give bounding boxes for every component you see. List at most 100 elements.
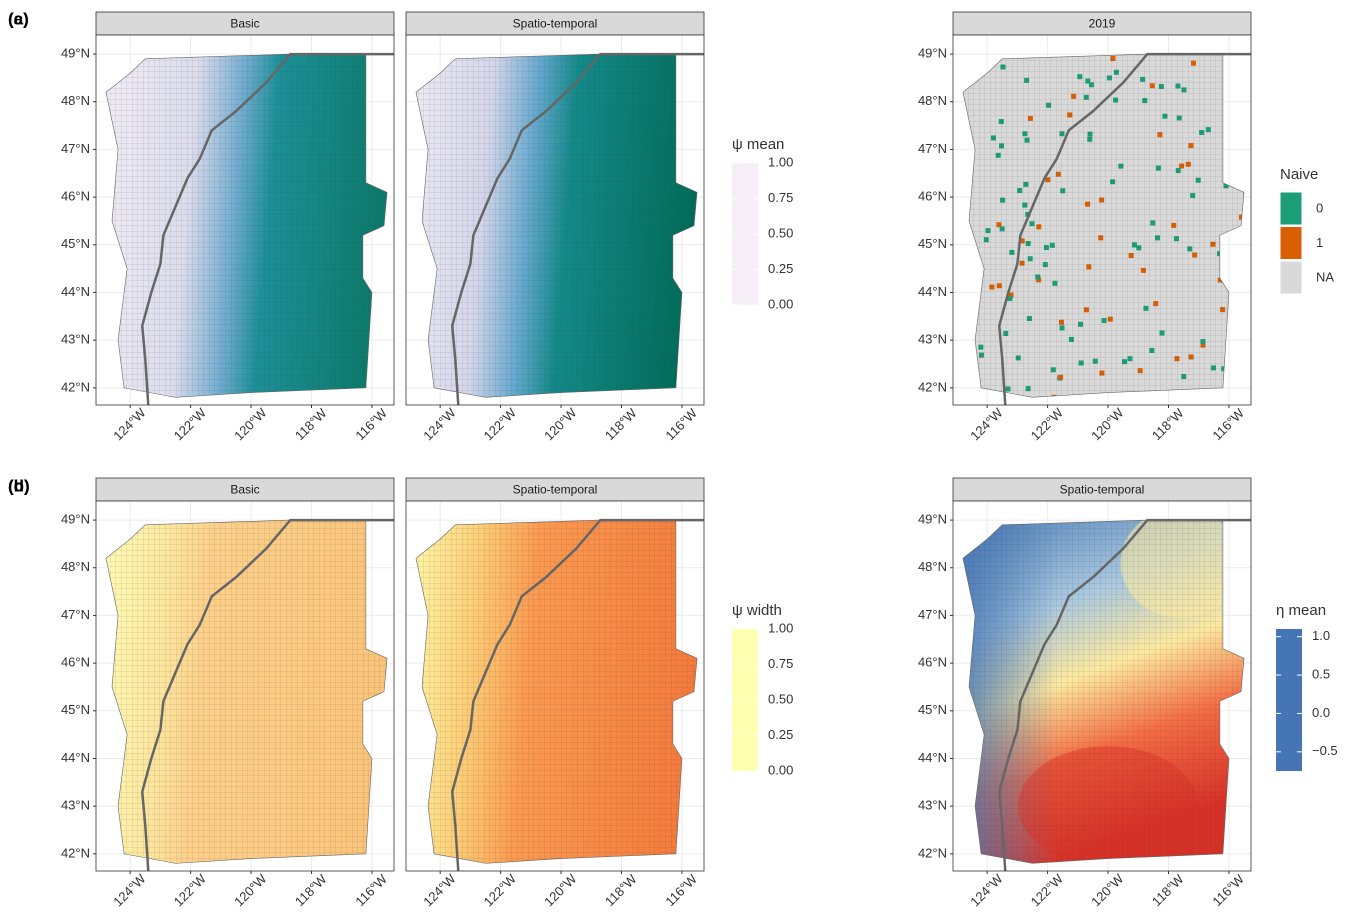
x-tick-label: 122°W: [481, 871, 520, 910]
y-tick-label: 46°N: [61, 655, 90, 670]
x-tick-label: 118°W: [292, 871, 330, 909]
plot-border: [95, 34, 395, 406]
map: [105, 520, 388, 864]
legend-label: 1.0: [1312, 628, 1330, 643]
y-tick-label: 49°N: [918, 512, 947, 527]
x-tick-label: 122°W: [171, 405, 210, 444]
plot-border: [405, 34, 705, 406]
border-line: [450, 52, 704, 406]
y-tick-label: 44°N: [918, 750, 947, 765]
facet-title: Spatio-temporal: [513, 17, 598, 31]
legend-label: 1.00: [768, 620, 793, 635]
y-tick-label: 46°N: [918, 189, 947, 204]
legend-title: ψ width: [732, 602, 782, 619]
y-tick-label: 44°N: [61, 284, 90, 299]
map: [962, 520, 1245, 864]
map: [962, 54, 1245, 398]
legend-label: 0.75: [768, 190, 793, 205]
y-tick-label: 45°N: [918, 236, 947, 251]
facet-title: Basic: [230, 483, 259, 497]
x-tick-label: 122°W: [1028, 871, 1067, 910]
legend-label: 1.00: [768, 154, 793, 169]
panel-label: (c): [8, 9, 29, 28]
facet-title: Spatio-temporal: [1060, 483, 1145, 497]
x-tick-label: 118°W: [1149, 405, 1187, 443]
map-outline: [105, 519, 388, 864]
border-line: [140, 52, 394, 406]
legend-label: 0.00: [768, 762, 793, 777]
x-tick-label: 116°W: [352, 871, 390, 909]
border-line: [997, 518, 1251, 872]
y-tick-label: 47°N: [918, 607, 947, 622]
legend-key: [1279, 191, 1303, 226]
map-cells: [105, 54, 388, 398]
map-cells: [415, 520, 698, 864]
plot-border: [952, 500, 1252, 872]
y-tick-label: 47°N: [918, 141, 947, 156]
map-outline: [415, 53, 698, 398]
legend-label: 0.50: [768, 691, 793, 706]
border-line: [140, 518, 394, 872]
y-tick-label: 48°N: [918, 93, 947, 108]
y-tick-label: 48°N: [61, 93, 90, 108]
legend-label: −0.5: [1312, 743, 1338, 758]
legend-label: 0.0: [1312, 705, 1330, 720]
legend-title: ψ mean: [732, 136, 784, 153]
border-line: [997, 52, 1251, 406]
map-outline: [105, 53, 388, 398]
x-tick-label: 124°W: [420, 405, 459, 444]
x-tick-label: 120°W: [541, 405, 580, 444]
legend-label: 0: [1316, 200, 1323, 215]
map-outline: [962, 53, 1245, 398]
y-tick-label: 42°N: [61, 845, 90, 860]
legend-title: η mean: [1276, 602, 1326, 619]
x-tick-label: 120°W: [231, 871, 270, 910]
y-tick-label: 43°N: [61, 798, 90, 813]
x-tick-label: 118°W: [602, 871, 640, 909]
y-tick-label: 45°N: [918, 702, 947, 717]
x-tick-label: 120°W: [541, 871, 580, 910]
x-tick-label: 122°W: [171, 871, 210, 910]
y-tick-label: 47°N: [61, 141, 90, 156]
y-tick-label: 43°N: [61, 332, 90, 347]
map-cells: [962, 54, 1245, 398]
map-cells: [962, 520, 1245, 864]
y-tick-label: 49°N: [918, 46, 947, 61]
x-tick-label: 118°W: [602, 405, 640, 443]
map: [415, 54, 698, 398]
x-tick-label: 122°W: [481, 405, 520, 444]
x-tick-label: 120°W: [1088, 871, 1127, 910]
x-tick-label: 116°W: [352, 405, 390, 443]
x-tick-label: 124°W: [420, 871, 459, 910]
legend-label: 0.25: [768, 727, 793, 742]
panel-label: (d): [8, 476, 30, 495]
border-line: [450, 518, 704, 872]
x-tick-label: 116°W: [1209, 871, 1247, 909]
x-tick-label: 124°W: [967, 871, 1006, 910]
panel-label: (b): [8, 476, 30, 495]
y-tick-label: 43°N: [918, 332, 947, 347]
colorbar: [1276, 629, 1302, 771]
map-cells: [105, 520, 388, 864]
map-outline: [415, 519, 698, 864]
plot-border: [95, 500, 395, 872]
plot-border: [405, 500, 705, 872]
y-tick-label: 44°N: [918, 284, 947, 299]
y-tick-label: 46°N: [918, 655, 947, 670]
y-tick-label: 48°N: [61, 559, 90, 574]
x-tick-label: 116°W: [662, 871, 700, 909]
y-tick-label: 49°N: [61, 512, 90, 527]
y-tick-label: 42°N: [918, 845, 947, 860]
legend-label: 0.25: [768, 261, 793, 276]
legend-label: 0.50: [768, 225, 793, 240]
y-tick-label: 47°N: [61, 607, 90, 622]
x-tick-label: 116°W: [1209, 405, 1247, 443]
x-tick-label: 124°W: [110, 405, 149, 444]
map: [105, 54, 388, 398]
map-cells: [415, 54, 698, 398]
x-tick-label: 118°W: [292, 405, 330, 443]
legend-title: Naive: [1280, 166, 1318, 183]
x-tick-label: 122°W: [1028, 405, 1067, 444]
map-outline: [962, 519, 1245, 864]
